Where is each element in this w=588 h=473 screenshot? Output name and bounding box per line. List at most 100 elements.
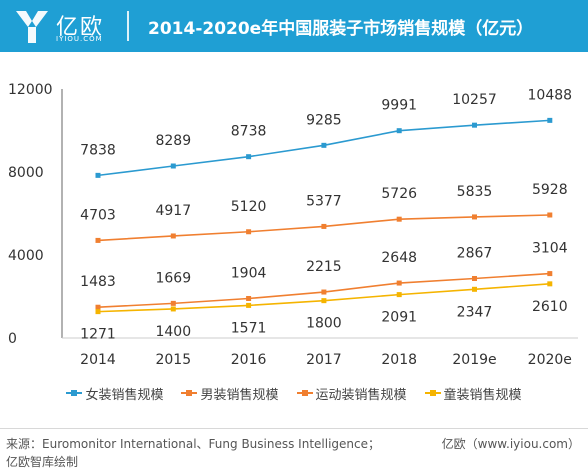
chart-legend: 女装销售规模 男装销售规模 运动装销售规模 童装销售规模: [0, 382, 588, 404]
data-label: 1483: [80, 274, 116, 290]
data-label: 1271: [80, 327, 116, 343]
data-label: 4703: [80, 207, 116, 223]
data-point: [547, 281, 553, 287]
data-label: 7838: [80, 142, 116, 158]
data-point: [246, 302, 252, 308]
data-point: [472, 214, 477, 220]
data-label: 2215: [306, 259, 342, 275]
data-point: [246, 295, 252, 301]
data-point: [95, 309, 101, 315]
legend-label: 女装销售规模: [85, 387, 164, 403]
data-label: 1400: [155, 324, 191, 340]
data-point: [547, 271, 553, 277]
data-label: 8738: [231, 124, 267, 140]
data-point: [321, 298, 327, 304]
data-label: 4917: [155, 203, 191, 219]
data-point: [472, 286, 477, 292]
data-point: [321, 142, 327, 148]
legend-swatch: [296, 387, 313, 399]
data-label: 5835: [457, 184, 493, 200]
x-tick-label: 2017: [306, 352, 342, 368]
legend-swatch: [66, 387, 83, 399]
legend-swatch: [181, 387, 198, 399]
legend-item: 运动装销售规模: [296, 382, 407, 404]
legend-marker: [301, 390, 308, 396]
y-tick-label: 4000: [8, 248, 44, 264]
legend-swatch: [424, 387, 441, 399]
x-tick-label: 2014: [80, 352, 116, 368]
data-label: 1669: [155, 270, 191, 286]
data-point: [396, 128, 402, 134]
data-point: [396, 216, 402, 222]
data-label: 9991: [381, 98, 417, 114]
data-point: [170, 306, 176, 312]
legend-marker: [429, 390, 436, 396]
legend-label: 运动装销售规模: [315, 387, 407, 403]
data-point: [170, 163, 176, 169]
logo-mark-icon: [16, 11, 48, 43]
data-label: 2648: [381, 250, 417, 266]
data-labels: 7838 8289 8738 9285 9991 10257 10488 4703 4917 51…: [80, 87, 572, 342]
data-label: 8289: [155, 133, 191, 149]
data-point: [170, 233, 176, 239]
logo-domain: IYIOU.COM: [56, 35, 103, 43]
source-note: 来源：Euromonitor International、Fung Busine…: [6, 435, 446, 471]
data-point: [547, 212, 553, 218]
header-divider: [127, 11, 129, 41]
data-point: [396, 292, 402, 298]
data-point: [472, 122, 477, 128]
data-point: [246, 229, 252, 235]
data-point: [547, 117, 553, 123]
line-chart: 0 4000 8000 12000 2014 2015 2016 2017 2018 2019e…: [8, 82, 578, 368]
data-point: [321, 289, 327, 295]
legend-marker: [186, 390, 193, 396]
data-point: [95, 237, 101, 243]
y-tick-label: 0: [8, 331, 17, 347]
data-label: 5120: [231, 199, 267, 215]
data-point: [472, 276, 477, 282]
x-tick-label: 2020e: [528, 352, 572, 368]
data-point: [95, 304, 101, 310]
x-tick-label: 2015: [155, 352, 191, 368]
legend-marker: [71, 390, 78, 396]
y-tick-labels: 0 4000 8000 12000: [8, 82, 53, 347]
data-label: 2867: [457, 246, 493, 262]
legend-label: 童装销售规模: [443, 387, 522, 403]
brand-attribution: 亿欧（www.iyiou.com）: [441, 437, 580, 451]
legend-item: 女装销售规模: [66, 382, 163, 404]
logo-text: 亿欧: [56, 15, 105, 40]
data-point: [396, 280, 402, 286]
data-label: 5726: [381, 186, 417, 202]
data-label: 2091: [381, 310, 417, 326]
data-label: 10257: [452, 92, 497, 108]
legend-label: 男装销售规模: [200, 387, 279, 403]
data-label: 1904: [231, 265, 267, 281]
data-label: 10488: [528, 87, 573, 103]
page-title: 2014-2020e年中国服装子市场销售规模（亿元）: [148, 19, 534, 39]
data-label: 5928: [532, 182, 568, 198]
x-tick-label: 2018: [381, 352, 417, 368]
header-banner: 亿欧 IYIOU.COM 2014-2020e年中国服装子市场销售规模（亿元）: [0, 0, 588, 52]
y-tick-label: 12000: [8, 82, 53, 98]
series-points: [95, 117, 553, 315]
data-label: 3104: [532, 241, 568, 257]
data-point: [95, 172, 101, 178]
data-label: 1571: [231, 320, 267, 336]
x-tick-labels: 2014 2015 2016 2017 2018 2019e 2020e: [80, 352, 572, 368]
source-line: 来源：Euromonitor International、Fung Busine…: [6, 437, 380, 451]
data-label: 9285: [306, 112, 342, 128]
data-label: 2347: [457, 304, 493, 320]
x-tick-label: 2019e: [452, 352, 496, 368]
data-point: [170, 300, 176, 306]
data-point: [246, 154, 252, 160]
y-tick-label: 8000: [8, 165, 44, 181]
iyiou-logo[interactable]: 亿欧 IYIOU.COM: [12, 5, 112, 47]
data-label: 5377: [306, 193, 342, 209]
footer-divider: [0, 428, 588, 429]
legend-item: 童装销售规模: [424, 382, 522, 404]
x-tick-label: 2016: [231, 352, 267, 368]
source-credit: 亿欧智库绘制: [6, 455, 79, 469]
data-label: 2610: [532, 299, 568, 315]
data-point: [321, 223, 327, 229]
legend-item: 男装销售规模: [181, 382, 279, 404]
